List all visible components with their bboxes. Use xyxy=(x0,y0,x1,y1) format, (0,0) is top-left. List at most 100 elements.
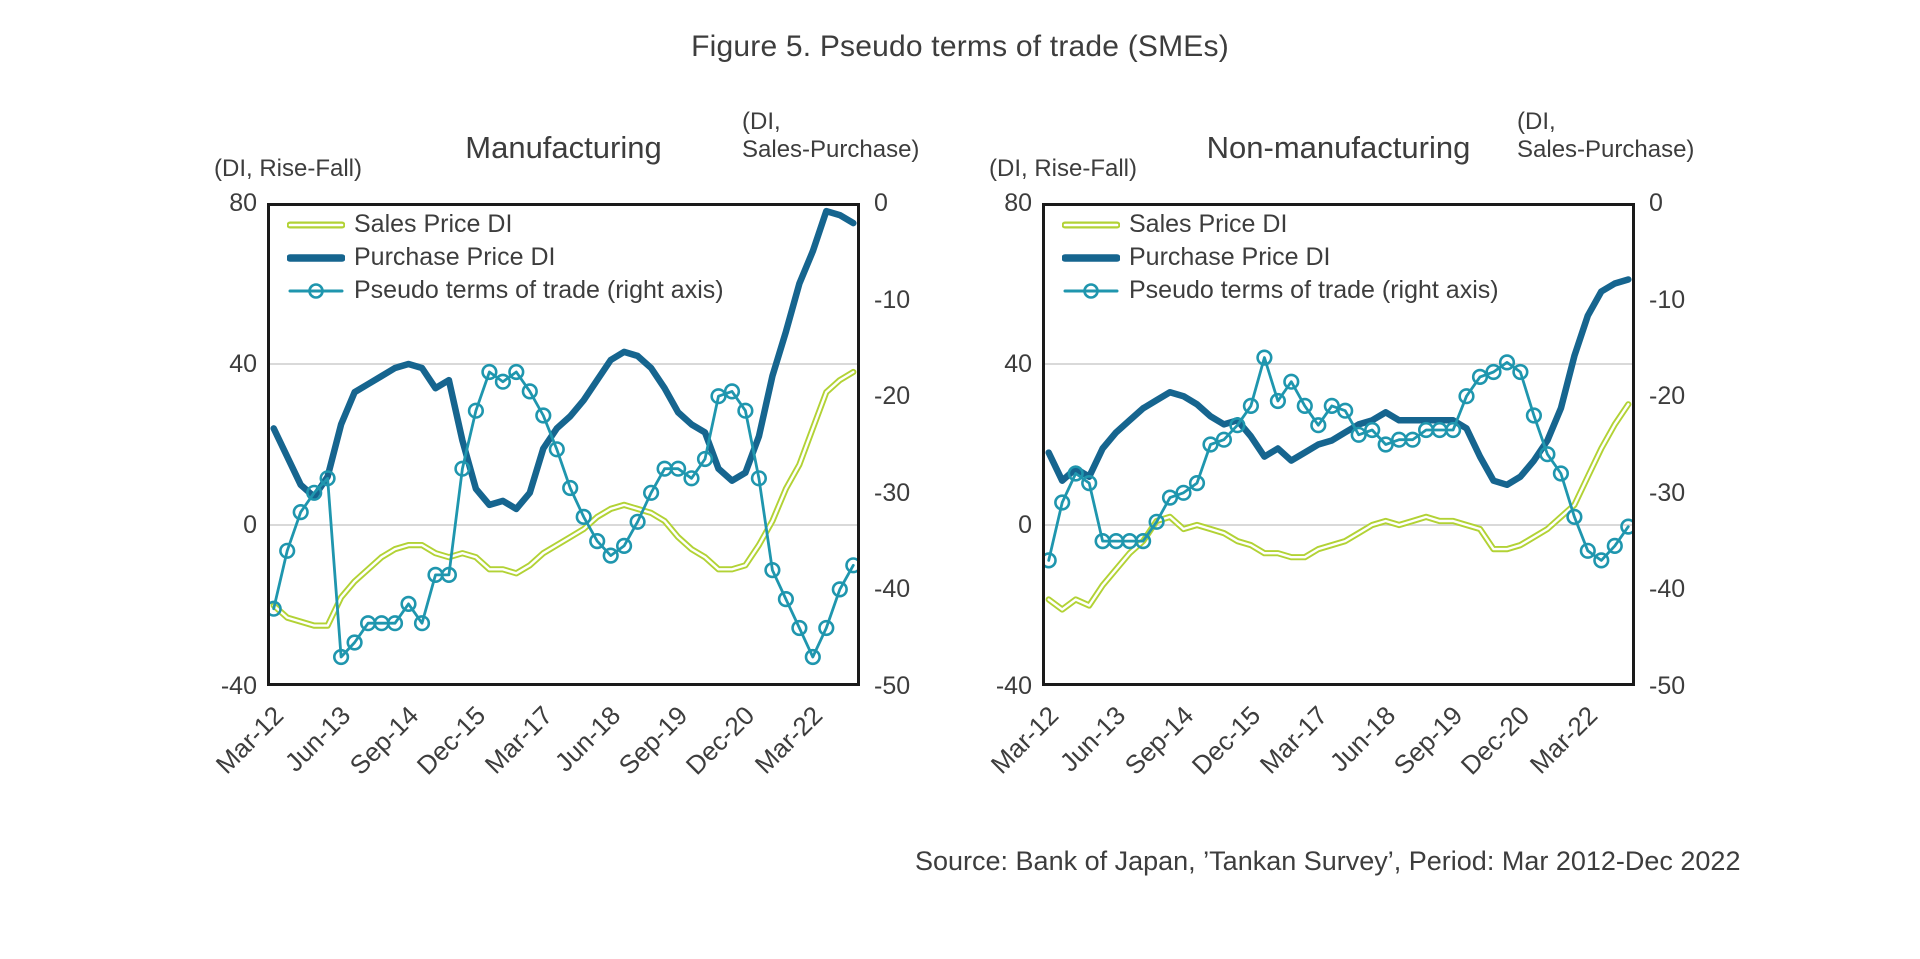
series-pseudo-terms-of-trade-right-axis-marker xyxy=(1566,508,1583,526)
series-pseudo-terms-of-trade-right-axis-marker xyxy=(643,484,660,501)
right-axis-tick: -30 xyxy=(1649,478,1686,507)
series-pseudo-terms-of-trade-right-axis-marker xyxy=(1256,349,1273,366)
series-pseudo-terms-of-trade-right-axis-marker xyxy=(267,600,282,617)
right-axis-tick: -20 xyxy=(1649,382,1686,411)
series-pseudo-terms-of-trade-right-axis-marker xyxy=(535,407,552,424)
series-pseudo-terms-of-trade-right-axis-marker xyxy=(710,388,727,405)
series-pseudo-terms-of-trade-right-axis-marker xyxy=(1458,388,1475,405)
pseudo-swatch-marker xyxy=(1083,282,1099,299)
series-pseudo-terms-of-trade-right-axis-marker xyxy=(1229,417,1246,434)
series-pseudo-terms-of-trade-right-axis-marker xyxy=(319,470,336,487)
legend-label: Sales Price DI xyxy=(354,210,513,238)
series-pseudo-terms-of-trade-right-axis-marker xyxy=(1364,421,1381,439)
series-pseudo-terms-of-trade-right-axis-marker xyxy=(1337,402,1354,419)
series-pseudo-terms-of-trade-right-axis-marker xyxy=(602,547,619,564)
legend-swatch xyxy=(1062,221,1120,228)
series-pseudo-terms-of-trade-right-axis-marker xyxy=(1498,354,1516,371)
chart-title-manufacturing: Manufacturing xyxy=(465,130,662,165)
plot-border xyxy=(267,203,860,686)
series-pseudo-terms-of-trade-right-axis xyxy=(272,370,855,659)
series-pseudo-terms-of-trade-right-axis-marker xyxy=(670,460,687,477)
left-axis-tick: 40 xyxy=(229,350,257,378)
series-purchase-price-di xyxy=(270,207,857,513)
series-pseudo-terms-of-trade-right-axis-marker xyxy=(750,470,768,487)
series-pseudo-terms-of-trade-right-axis-marker xyxy=(683,470,700,487)
series-pseudo-terms-of-trade-right-axis-marker xyxy=(818,619,835,637)
right-axis-header-line: Sales-Purchase) xyxy=(742,136,920,163)
series-pseudo-terms-of-trade-right-axis-marker xyxy=(575,508,592,526)
right-axis-tick: -40 xyxy=(1649,575,1686,604)
left-axis-header: (DI, Rise-Fall) xyxy=(989,155,1137,182)
series-pseudo-terms-of-trade-right-axis-marker xyxy=(1404,431,1421,448)
left-axis-tick: -40 xyxy=(995,672,1032,700)
legend-item: Pseudo terms of trade (right axis) xyxy=(287,274,724,307)
series-pseudo-terms-of-trade-right-axis-marker xyxy=(1350,426,1367,443)
chart-manufacturing xyxy=(267,203,860,686)
series-pseudo-terms-of-trade-right-axis-marker xyxy=(737,402,754,419)
left-axis-header: (DI, Rise-Fall) xyxy=(214,155,362,182)
left-axis-tick: 40 xyxy=(1004,350,1032,378)
series-pseudo-terms-of-trade-right-axis-marker xyxy=(764,562,781,579)
right-axis-tick: -10 xyxy=(1649,285,1686,314)
right-axis-tick: -50 xyxy=(1649,672,1686,700)
right-axis-header-line: (DI, xyxy=(1517,108,1556,135)
legend-swatch xyxy=(287,253,345,262)
series-pseudo-terms-of-trade-right-axis-marker xyxy=(1579,542,1596,559)
left-axis-tick: 0 xyxy=(1018,511,1032,539)
legend-swatch xyxy=(1063,282,1119,299)
series-pseudo-terms-of-trade-right-axis-marker xyxy=(845,557,860,574)
plot-border xyxy=(1042,203,1635,686)
legend-label: Sales Price DI xyxy=(1129,210,1288,238)
series-pseudo-terms-of-trade-right-axis-marker xyxy=(1215,431,1232,448)
right-axis-tick: 0 xyxy=(1649,189,1663,217)
figure-title: Figure 5. Pseudo terms of trade (SMEs) xyxy=(691,30,1229,63)
series-pseudo-terms-of-trade-right-axis-marker xyxy=(1269,392,1286,410)
series-pseudo-terms-of-trade-right-axis-marker xyxy=(332,648,350,666)
pseudo-swatch-marker xyxy=(308,282,324,299)
left-axis-tick: 80 xyxy=(229,189,257,217)
right-axis-header-line: Sales-Purchase) xyxy=(1517,136,1695,163)
series-pseudo-terms-of-trade-right-axis-marker xyxy=(467,402,484,419)
series-pseudo-terms-of-trade-right-axis-marker xyxy=(1148,513,1165,530)
series-pseudo-terms-of-trade-right-axis-marker xyxy=(279,542,296,559)
right-axis-tick: -50 xyxy=(874,672,911,700)
series-pseudo-terms-of-trade-right-axis-marker xyxy=(306,484,323,501)
series-pseudo-terms-of-trade-right-axis-marker xyxy=(1377,436,1394,453)
series-pseudo-terms-of-trade-right-axis-marker xyxy=(1552,465,1570,482)
series-pseudo-terms-of-trade-right-axis-marker xyxy=(616,537,633,555)
legend-item: Sales Price DI xyxy=(1062,208,1287,241)
series-purchase-price-di xyxy=(1045,276,1632,489)
series-pseudo-terms-of-trade-right-axis-marker xyxy=(1202,436,1219,453)
legend-label: Purchase Price DI xyxy=(354,243,556,271)
right-axis-tick: -10 xyxy=(874,285,911,314)
series-pseudo-terms-of-trade-right-axis-marker xyxy=(589,533,606,550)
plot-area-non-manufacturing xyxy=(1042,203,1635,686)
series-pseudo-terms-of-trade-right-axis-marker xyxy=(413,615,431,632)
series-pseudo-terms-of-trade-right-axis-marker xyxy=(494,373,511,390)
series-pseudo-terms-of-trade-right-axis-marker xyxy=(1242,397,1259,414)
legend-swatch xyxy=(288,282,344,299)
series-pseudo-terms-of-trade-right-axis-marker xyxy=(548,441,565,458)
series-pseudo-terms-of-trade-right-axis-marker xyxy=(629,513,646,530)
right-axis-tick: 0 xyxy=(874,189,888,217)
legend-item: Purchase Price DI xyxy=(287,241,555,274)
series-pseudo-terms-of-trade-right-axis-marker xyxy=(1593,552,1610,569)
chart-title-non-manufacturing: Non-manufacturing xyxy=(1206,130,1471,165)
series-pseudo-terms-of-trade-right-axis-marker xyxy=(1539,446,1556,463)
series-pseudo-terms-of-trade-right-axis-marker xyxy=(521,383,538,400)
series-pseudo-terms-of-trade-right-axis-marker xyxy=(386,615,404,632)
series-pseudo-terms-of-trade-right-axis-marker xyxy=(1620,518,1635,535)
left-axis-tick: -40 xyxy=(220,672,257,700)
series-pseudo-terms-of-trade-right-axis-marker xyxy=(1067,465,1084,482)
legend-label: Pseudo terms of trade (right axis) xyxy=(1129,276,1499,304)
series-pseudo-terms-of-trade-right-axis-marker xyxy=(1161,489,1179,506)
legend-item: Pseudo terms of trade (right axis) xyxy=(1062,274,1499,307)
legend-label: Purchase Price DI xyxy=(1129,243,1331,271)
series-pseudo-terms-of-trade-right-axis-marker xyxy=(791,619,808,637)
series-pseudo-terms-of-trade-right-axis-marker xyxy=(508,363,525,381)
series-pseudo-terms-of-trade-right-axis-marker xyxy=(1445,421,1462,439)
series-pseudo-terms-of-trade-right-axis-marker xyxy=(481,363,498,381)
series-pseudo-terms-of-trade-right-axis-marker xyxy=(346,634,363,651)
right-axis-header: (DI, Sales-Purchase) xyxy=(1517,108,1694,164)
source-note: Source: Bank of Japan, ’Tankan Survey’, … xyxy=(915,846,1741,876)
